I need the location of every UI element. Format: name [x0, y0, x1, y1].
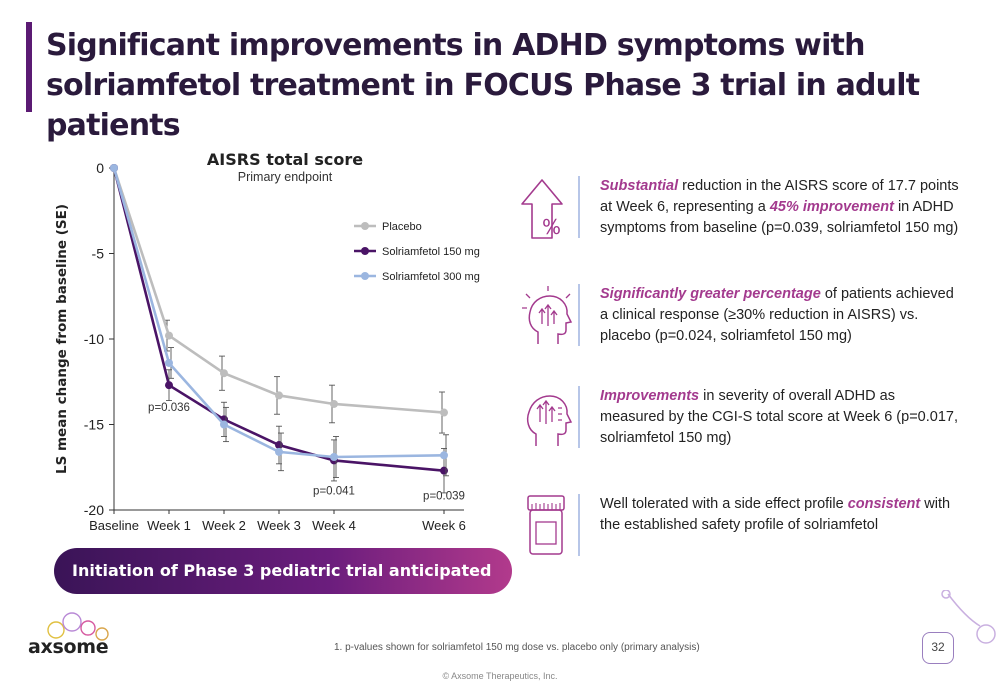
logo-wordmark: axsome [28, 636, 109, 658]
data-point [275, 447, 283, 456]
data-point [275, 391, 283, 400]
benefit-text: Improvements in severity of overall ADHD… [600, 388, 958, 446]
data-point [440, 408, 448, 417]
data-point [110, 164, 118, 172]
chart-subtitle: Primary endpoint [237, 170, 333, 184]
chart-title-block: AISRS total score Primary endpoint [195, 150, 375, 184]
data-point [330, 399, 338, 408]
benefit-divider [578, 386, 580, 448]
title-accent-bar [26, 22, 32, 112]
legend-marker [361, 222, 369, 230]
data-point [440, 466, 448, 475]
logo-swirl-icon [47, 612, 109, 641]
y-tick-label: -5 [92, 246, 105, 262]
legend-marker [361, 247, 369, 255]
data-point [275, 441, 283, 450]
benefit-divider [578, 284, 580, 346]
data-point [165, 381, 173, 390]
copyright: © Axsome Therapeutics, Inc. [442, 671, 558, 681]
data-point [220, 369, 228, 378]
chart-title: AISRS total score [206, 150, 364, 169]
head-brain-icon [520, 284, 580, 344]
x-tick-label: Week 1 [147, 518, 191, 533]
axsome-logo: axsome [28, 612, 109, 658]
benefit-item-tolerability: Well tolerated with a side effect profil… [520, 494, 960, 558]
head-arrows-icon [520, 386, 580, 446]
legend-label: Solriamfetol 300 mg [382, 271, 480, 283]
benefit-item-cgi-s: Improvements in severity of overall ADHD… [520, 386, 960, 450]
data-point [440, 451, 448, 460]
svg-text:%: % [542, 215, 561, 239]
data-point [165, 331, 173, 340]
x-tick-label: Week 3 [257, 518, 301, 533]
data-point [165, 358, 173, 367]
data-point [330, 452, 338, 461]
p-value-annotation: p=0.036 [148, 402, 190, 414]
pill-bottle-icon [520, 494, 580, 555]
series-line-1 [112, 167, 445, 472]
footnote: 1. p-values shown for solriamfetol 150 m… [334, 642, 700, 653]
x-tick-label: Baseline [89, 518, 139, 533]
benefit-text: Significantly greater percentage of pati… [600, 286, 954, 344]
x-tick-label: Week 4 [312, 518, 356, 533]
x-tick-label: Week 2 [202, 518, 246, 533]
page-number: 32 [922, 632, 954, 664]
legend-marker [361, 272, 369, 280]
benefit-text: Substantial reduction in the AISRS score… [600, 178, 959, 236]
y-tick-label: -15 [84, 417, 104, 433]
p-value-annotation: p=0.039 [423, 491, 465, 503]
benefit-item-aisrs-reduction: % Substantial reduction in the AISRS sco… [520, 176, 960, 240]
y-tick-label: 0 [96, 160, 104, 176]
x-tick-label: Week 6 [422, 518, 466, 533]
percent-arrow-icon: % [520, 176, 580, 239]
p-value-annotation: p=0.041 [313, 486, 355, 498]
page-title: Significant improvements in ADHD symptom… [46, 28, 920, 143]
y-axis-label: LS mean change from baseline (SE) [54, 204, 70, 474]
y-tick-label: -10 [84, 331, 104, 347]
legend-label: Placebo [382, 221, 422, 233]
benefit-text: Well tolerated with a side effect profil… [600, 496, 951, 533]
benefit-divider [578, 494, 580, 556]
benefit-divider [578, 176, 580, 238]
legend-label: Solriamfetol 150 mg [382, 246, 480, 258]
y-tick-label: -20 [84, 502, 104, 518]
series-line-2 [112, 167, 445, 459]
series-line-0 [112, 167, 445, 414]
corner-decoration-icon [941, 590, 996, 644]
pediatric-trial-banner: Initiation of Phase 3 pediatric trial an… [54, 548, 512, 626]
data-point [220, 420, 228, 429]
benefit-item-clinical-response: Significantly greater percentage of pati… [520, 284, 960, 348]
